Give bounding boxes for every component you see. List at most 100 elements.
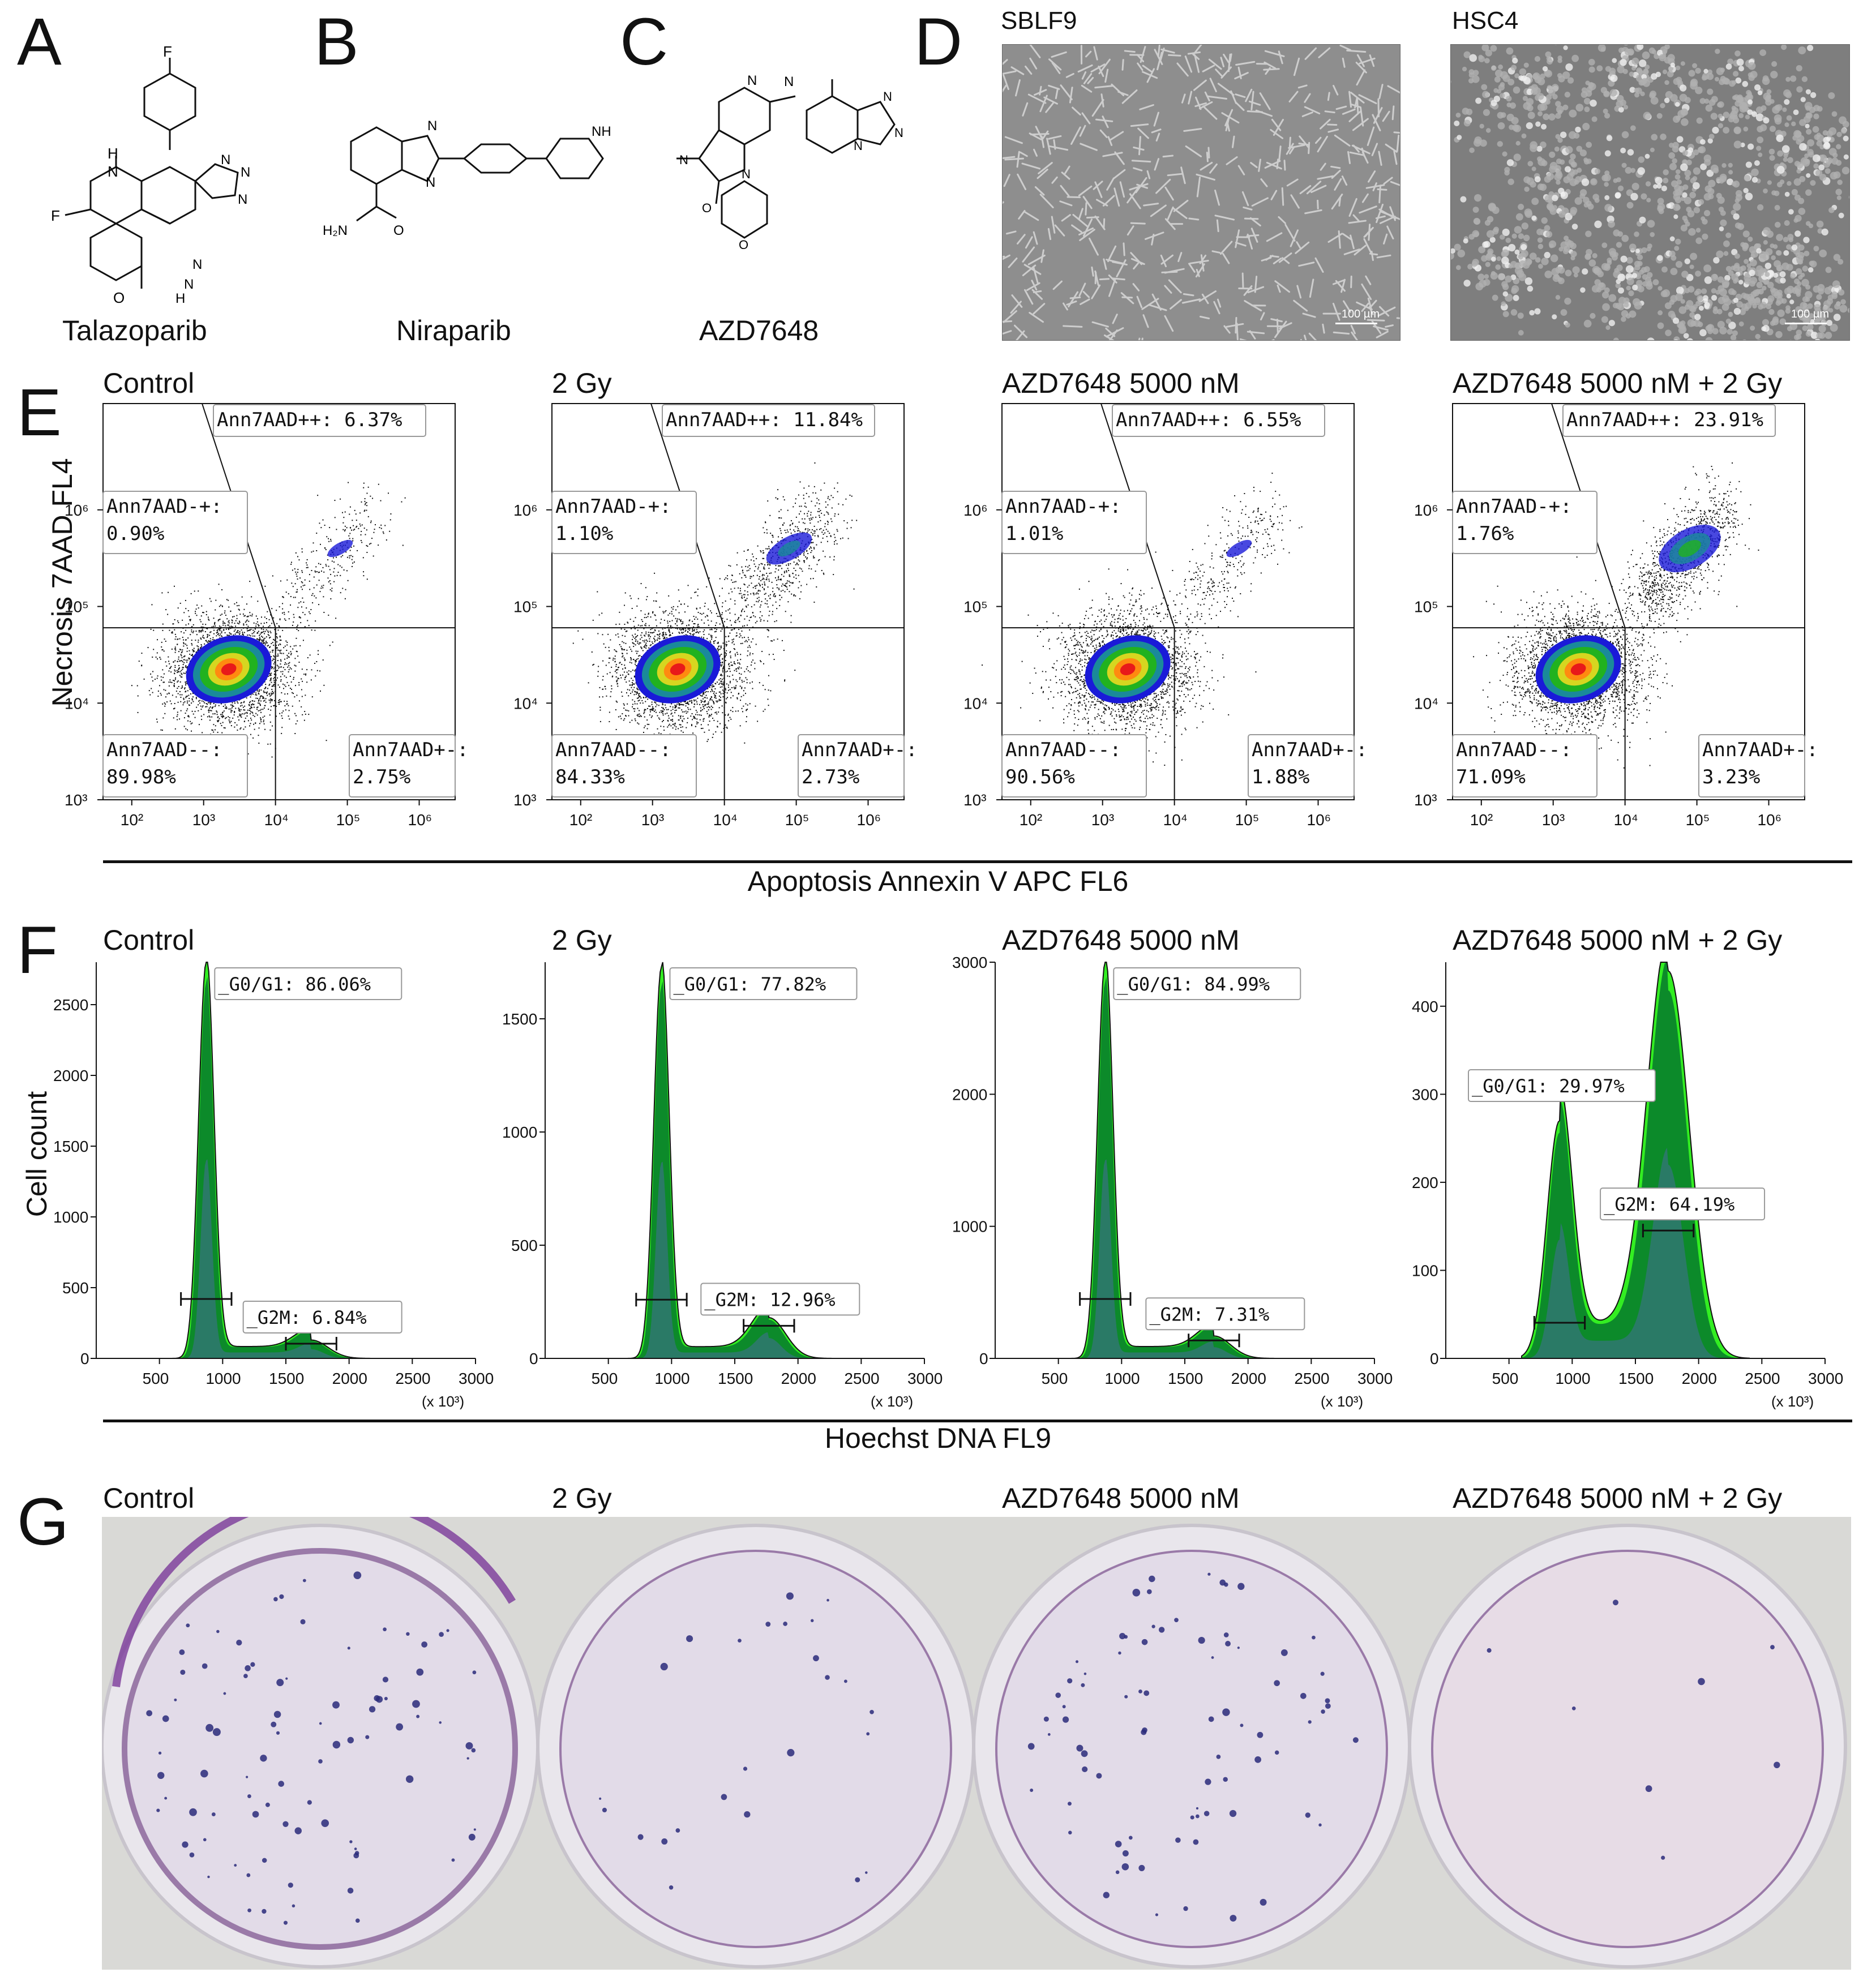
event <box>306 564 308 566</box>
event <box>156 652 158 654</box>
event <box>255 623 257 625</box>
event <box>209 641 211 642</box>
event <box>304 626 306 628</box>
cell <box>1806 112 1813 119</box>
event <box>217 629 219 631</box>
event <box>176 715 178 717</box>
event <box>232 620 233 621</box>
event <box>243 608 245 610</box>
event <box>295 552 297 554</box>
cell <box>1717 196 1725 204</box>
cell <box>1713 257 1720 264</box>
event <box>262 697 264 699</box>
event <box>294 658 296 659</box>
event <box>271 623 273 624</box>
cell <box>1588 59 1595 66</box>
event <box>198 700 200 702</box>
cell <box>1164 218 1176 230</box>
molecule-name-talazoparib: Talazoparib <box>62 315 207 346</box>
event <box>225 717 227 718</box>
cell <box>1370 251 1374 261</box>
event <box>246 616 248 618</box>
cell <box>1583 158 1590 165</box>
cell <box>1603 108 1608 114</box>
cell <box>1757 126 1764 132</box>
event <box>267 694 268 696</box>
cell <box>1531 215 1537 221</box>
cell <box>1825 267 1832 273</box>
event <box>179 667 181 669</box>
event <box>295 685 297 687</box>
cell <box>1774 204 1780 211</box>
event <box>175 636 177 637</box>
event <box>269 684 271 685</box>
event <box>275 645 277 646</box>
event <box>222 711 224 713</box>
cell <box>1364 226 1374 237</box>
event <box>234 603 235 604</box>
event <box>194 717 196 718</box>
event <box>330 573 332 575</box>
cell <box>1705 337 1713 340</box>
cell <box>1003 74 1009 91</box>
event <box>191 654 193 656</box>
event <box>271 608 273 610</box>
cell <box>1725 232 1732 238</box>
event <box>168 692 170 694</box>
event <box>302 680 303 682</box>
event <box>314 570 316 572</box>
cell <box>1618 185 1624 191</box>
cell <box>1733 297 1739 303</box>
event <box>358 528 359 529</box>
event <box>301 678 302 680</box>
cell <box>1841 166 1849 175</box>
cell <box>1664 57 1671 64</box>
cell <box>1805 291 1813 299</box>
cell <box>1081 84 1093 93</box>
event <box>292 705 293 707</box>
event <box>216 714 218 715</box>
event <box>388 492 389 494</box>
event <box>301 689 302 691</box>
event <box>253 622 255 624</box>
cell <box>1656 113 1663 119</box>
cell <box>1750 325 1755 331</box>
cell <box>1509 102 1517 109</box>
cell <box>1486 230 1494 238</box>
cell <box>1586 200 1592 207</box>
event <box>156 678 158 679</box>
cell <box>1664 97 1670 104</box>
cell <box>1338 230 1341 249</box>
event <box>278 644 280 646</box>
cell <box>1369 299 1377 308</box>
event <box>352 538 354 539</box>
event <box>185 681 186 683</box>
event <box>186 681 187 683</box>
cell <box>1500 93 1505 98</box>
cell <box>1620 59 1627 66</box>
event <box>173 680 175 681</box>
cell <box>1817 284 1825 291</box>
cell <box>1376 203 1384 224</box>
event <box>182 649 183 651</box>
cell <box>1576 145 1583 152</box>
event <box>349 506 351 508</box>
cell <box>1740 142 1745 148</box>
event <box>170 681 172 683</box>
cell <box>1687 319 1695 327</box>
event <box>222 622 224 624</box>
event <box>301 706 302 707</box>
event <box>314 662 316 664</box>
event <box>262 642 264 644</box>
event <box>259 689 260 691</box>
event <box>216 632 217 634</box>
cell <box>1731 105 1737 111</box>
cell <box>1472 259 1479 266</box>
event <box>292 648 294 650</box>
event <box>202 630 204 632</box>
cell <box>1393 150 1398 165</box>
cell <box>1488 250 1493 255</box>
cell <box>1788 209 1794 215</box>
event <box>276 664 278 666</box>
event <box>315 675 316 677</box>
